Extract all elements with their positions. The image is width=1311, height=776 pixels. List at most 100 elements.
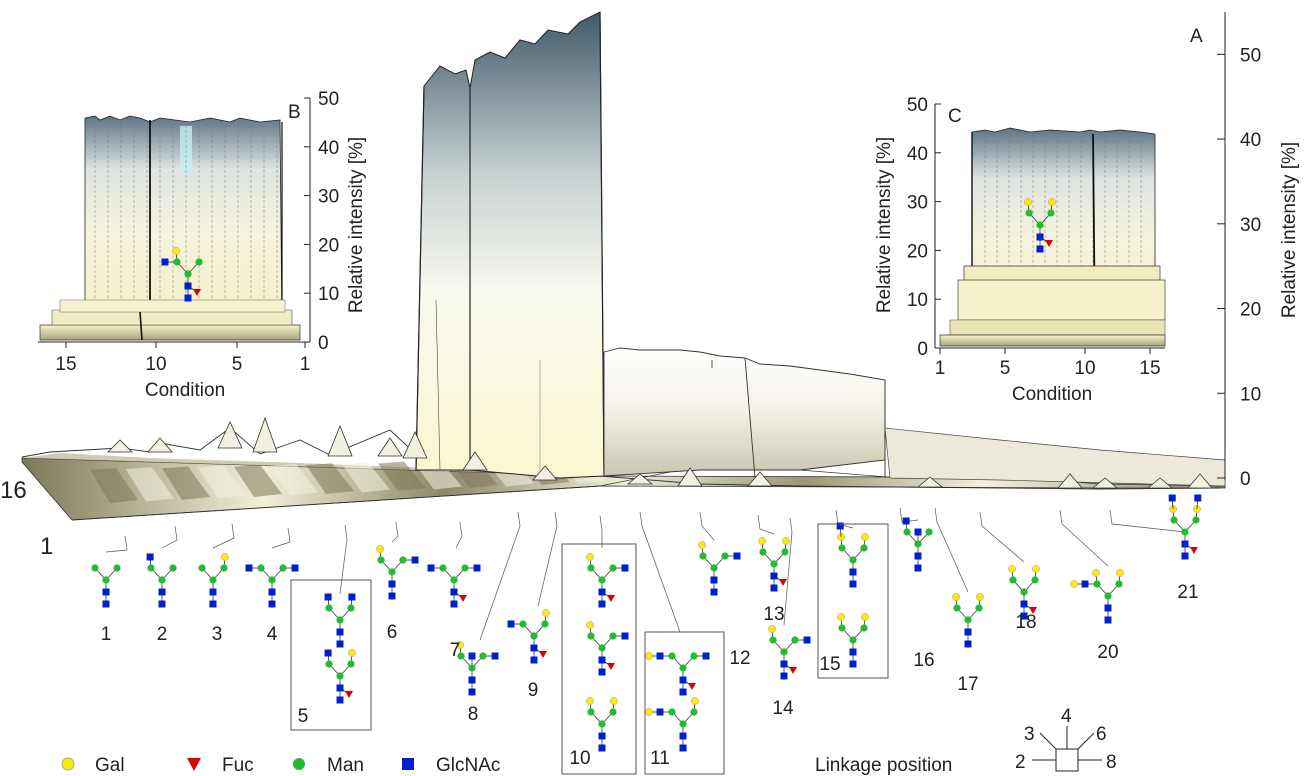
glycan — [645, 697, 699, 752]
man-icon — [457, 652, 465, 660]
glycan — [768, 625, 811, 680]
man-icon — [347, 660, 355, 668]
glycan-label: 20 — [1097, 642, 1118, 663]
man-icon — [336, 672, 344, 680]
glycan — [324, 593, 356, 648]
gal-icon — [586, 621, 594, 629]
peak-15-16 — [603, 347, 1226, 487]
glycan-label: 6 — [387, 622, 398, 643]
glycan-label: 4 — [267, 624, 278, 645]
glcnac-icon — [770, 584, 778, 592]
main-y-axis: 0 10 20 30 40 50 Relative intensity [%] A — [1190, 12, 1300, 490]
glcnac-icon — [1020, 600, 1028, 608]
gal-icon — [691, 697, 699, 705]
inset-b-xlabel: Condition — [145, 380, 225, 401]
glycan-label: 7 — [450, 640, 461, 661]
glcnac-icon — [679, 744, 687, 752]
main-y-tick-label: 30 — [1240, 215, 1261, 236]
man-icon — [1025, 209, 1033, 217]
man-icon — [964, 616, 972, 624]
linkage-6: 6 — [1096, 724, 1107, 745]
man-icon — [860, 544, 868, 552]
man-icon — [173, 258, 181, 266]
glycan-label: 18 — [1015, 612, 1036, 633]
gal-icon — [586, 697, 594, 705]
glcnac-icon — [336, 684, 344, 692]
fuc-icon — [193, 289, 201, 296]
gal-icon — [221, 553, 229, 561]
main-peak-1 — [107, 439, 133, 453]
main-peak-6 — [377, 437, 403, 457]
depth-tick-front: 1 — [40, 533, 53, 560]
main-peak-4 — [252, 416, 278, 453]
man-icon — [169, 564, 177, 572]
glcnac-icon — [336, 628, 344, 636]
glcnac-icon — [849, 580, 857, 588]
glycan — [198, 553, 229, 608]
glcnac-icon — [291, 564, 299, 572]
glcnac-icon — [146, 553, 154, 561]
glcnac-icon — [324, 649, 332, 657]
glcnac-icon — [348, 593, 356, 601]
glcnac-icon — [411, 556, 419, 564]
glycan — [837, 613, 869, 668]
glcnac-icon — [507, 620, 515, 628]
glcnac-icon — [679, 688, 687, 696]
peak-10-11 — [415, 11, 605, 479]
inset-b-xtick: 15 — [55, 354, 76, 375]
man-icon — [690, 708, 698, 716]
man-icon — [1009, 576, 1017, 584]
glcnac-icon — [849, 648, 857, 656]
man-icon — [598, 576, 606, 584]
glycan-label: 5 — [298, 706, 309, 727]
gal-icon — [758, 537, 766, 545]
gal-icon — [1024, 198, 1032, 206]
man-icon — [914, 540, 922, 548]
fuc-icon — [345, 691, 353, 698]
main-y-tick-label: 40 — [1240, 130, 1261, 151]
glcnac-icon — [914, 552, 922, 560]
glycan — [586, 697, 618, 752]
glcnac-icon — [450, 588, 458, 596]
inset-c-ytick: 20 — [907, 241, 928, 262]
glcnac-icon — [468, 688, 476, 696]
glcnac-icon — [964, 640, 972, 648]
main-peak-21 — [1187, 473, 1213, 489]
main-y-tick-label: 0 — [1240, 469, 1251, 490]
man-icon — [1104, 592, 1112, 600]
glcnac-icon — [710, 588, 718, 596]
glcnac-icon — [621, 564, 629, 572]
main-peak-12 — [626, 473, 654, 485]
man-icon — [587, 632, 595, 640]
glcnac-icon — [158, 600, 166, 608]
gal-icon — [376, 545, 384, 553]
man-icon — [450, 576, 458, 584]
man-icon — [268, 576, 276, 584]
gal-icon — [976, 593, 984, 601]
man-icon — [587, 708, 595, 716]
glycan-group-boxes — [290, 523, 889, 775]
inset-b-ytick: 0 — [318, 333, 329, 354]
gal-icon — [172, 247, 180, 255]
man-icon — [668, 652, 676, 660]
main-y-tick-label: 50 — [1240, 45, 1261, 66]
inset-b-xtick: 1 — [300, 354, 311, 375]
glcnac-icon — [1194, 494, 1202, 502]
man-icon — [519, 620, 527, 628]
man-icon — [1115, 580, 1123, 588]
glcnac-icon — [679, 732, 687, 740]
inset-c-ytick: 10 — [907, 290, 928, 311]
glcnac-icon — [491, 652, 499, 660]
glycan-label: 9 — [528, 680, 539, 701]
legend: Gal Fuc Man GlcNAc Linkage position 4 3 … — [61, 706, 1117, 776]
man-icon — [388, 568, 396, 576]
glcnac-icon — [710, 576, 718, 584]
inset-c-ytick: 30 — [907, 193, 928, 214]
glycan-label: 13 — [763, 604, 784, 625]
gal-icon — [952, 593, 960, 601]
glcnac-icon — [427, 564, 435, 572]
inset-b-ytick: 10 — [318, 284, 339, 305]
glycan — [836, 522, 869, 588]
man-icon — [1031, 576, 1039, 584]
